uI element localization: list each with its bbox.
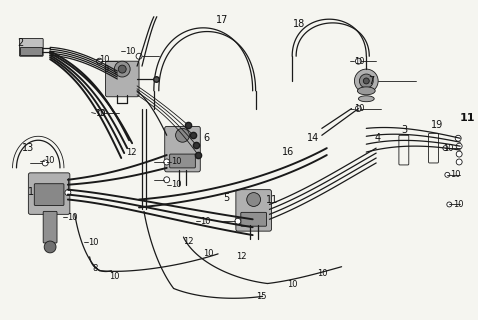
Circle shape (97, 58, 102, 64)
Circle shape (355, 69, 378, 93)
Text: 10: 10 (453, 200, 464, 209)
Text: 10: 10 (44, 156, 54, 165)
Text: 13: 13 (22, 143, 35, 153)
Text: 10: 10 (317, 269, 327, 278)
Ellipse shape (358, 96, 374, 102)
Text: 10: 10 (203, 249, 214, 258)
Circle shape (363, 78, 369, 84)
Circle shape (114, 61, 130, 77)
FancyBboxPatch shape (21, 47, 42, 55)
Text: 12: 12 (126, 148, 137, 156)
Text: 10: 10 (355, 57, 365, 66)
FancyBboxPatch shape (165, 126, 200, 172)
Text: 17: 17 (216, 15, 228, 25)
Circle shape (42, 160, 48, 166)
Text: 10: 10 (67, 213, 77, 222)
FancyBboxPatch shape (20, 38, 43, 56)
Circle shape (164, 177, 170, 183)
Text: 10: 10 (171, 157, 181, 166)
Text: 10: 10 (99, 55, 110, 64)
Ellipse shape (358, 87, 375, 95)
Text: 14: 14 (307, 133, 319, 143)
Text: 16: 16 (282, 147, 294, 157)
Circle shape (356, 106, 361, 112)
Text: 10: 10 (450, 170, 461, 179)
Text: 8: 8 (93, 264, 98, 273)
Circle shape (356, 58, 361, 64)
Text: 5: 5 (223, 193, 229, 203)
Text: 10: 10 (444, 144, 454, 153)
Circle shape (447, 202, 452, 207)
Circle shape (44, 241, 56, 253)
Text: 15: 15 (256, 292, 266, 301)
Circle shape (359, 74, 373, 88)
Text: 6: 6 (203, 133, 209, 143)
Circle shape (65, 190, 71, 196)
Circle shape (98, 110, 105, 116)
Text: 10: 10 (109, 272, 120, 281)
Text: 12: 12 (236, 252, 246, 261)
Text: 2: 2 (18, 38, 24, 48)
Circle shape (456, 143, 462, 149)
Text: 11: 11 (265, 195, 278, 204)
Text: 1: 1 (28, 187, 34, 196)
Circle shape (118, 65, 126, 73)
FancyBboxPatch shape (28, 173, 70, 214)
Circle shape (164, 159, 170, 165)
Circle shape (445, 172, 450, 177)
FancyBboxPatch shape (236, 190, 272, 231)
Circle shape (136, 53, 142, 59)
Circle shape (455, 135, 461, 141)
Text: 9: 9 (103, 65, 109, 74)
Text: 10: 10 (125, 47, 136, 56)
Text: 10: 10 (355, 104, 365, 113)
FancyBboxPatch shape (106, 61, 139, 97)
Text: 10: 10 (96, 109, 106, 118)
Circle shape (235, 218, 241, 224)
Circle shape (247, 193, 261, 206)
Text: 3: 3 (401, 125, 407, 135)
Text: 11: 11 (460, 114, 476, 124)
Text: 10: 10 (287, 280, 298, 289)
Text: 19: 19 (431, 120, 443, 131)
FancyBboxPatch shape (34, 184, 64, 205)
FancyBboxPatch shape (43, 212, 57, 243)
Text: 10: 10 (87, 237, 98, 246)
Text: 4: 4 (374, 133, 380, 143)
Text: 18: 18 (293, 19, 305, 29)
Text: 7: 7 (368, 76, 375, 86)
Circle shape (456, 159, 462, 165)
FancyBboxPatch shape (170, 154, 196, 168)
Text: 10: 10 (200, 217, 211, 226)
FancyBboxPatch shape (241, 212, 267, 226)
Circle shape (175, 128, 189, 142)
Text: 12: 12 (184, 236, 194, 245)
Text: 10: 10 (171, 180, 181, 189)
Circle shape (443, 146, 448, 151)
Circle shape (456, 151, 462, 157)
